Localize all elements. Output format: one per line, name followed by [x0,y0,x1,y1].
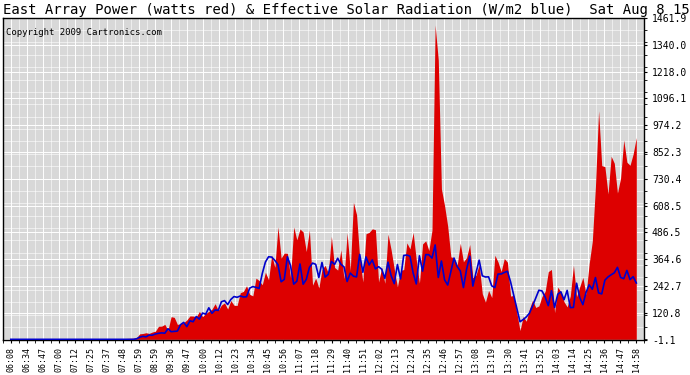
Text: Copyright 2009 Cartronics.com: Copyright 2009 Cartronics.com [6,28,162,37]
Text: East Array Power (watts red) & Effective Solar Radiation (W/m2 blue)  Sat Aug 8 : East Array Power (watts red) & Effective… [3,3,690,17]
